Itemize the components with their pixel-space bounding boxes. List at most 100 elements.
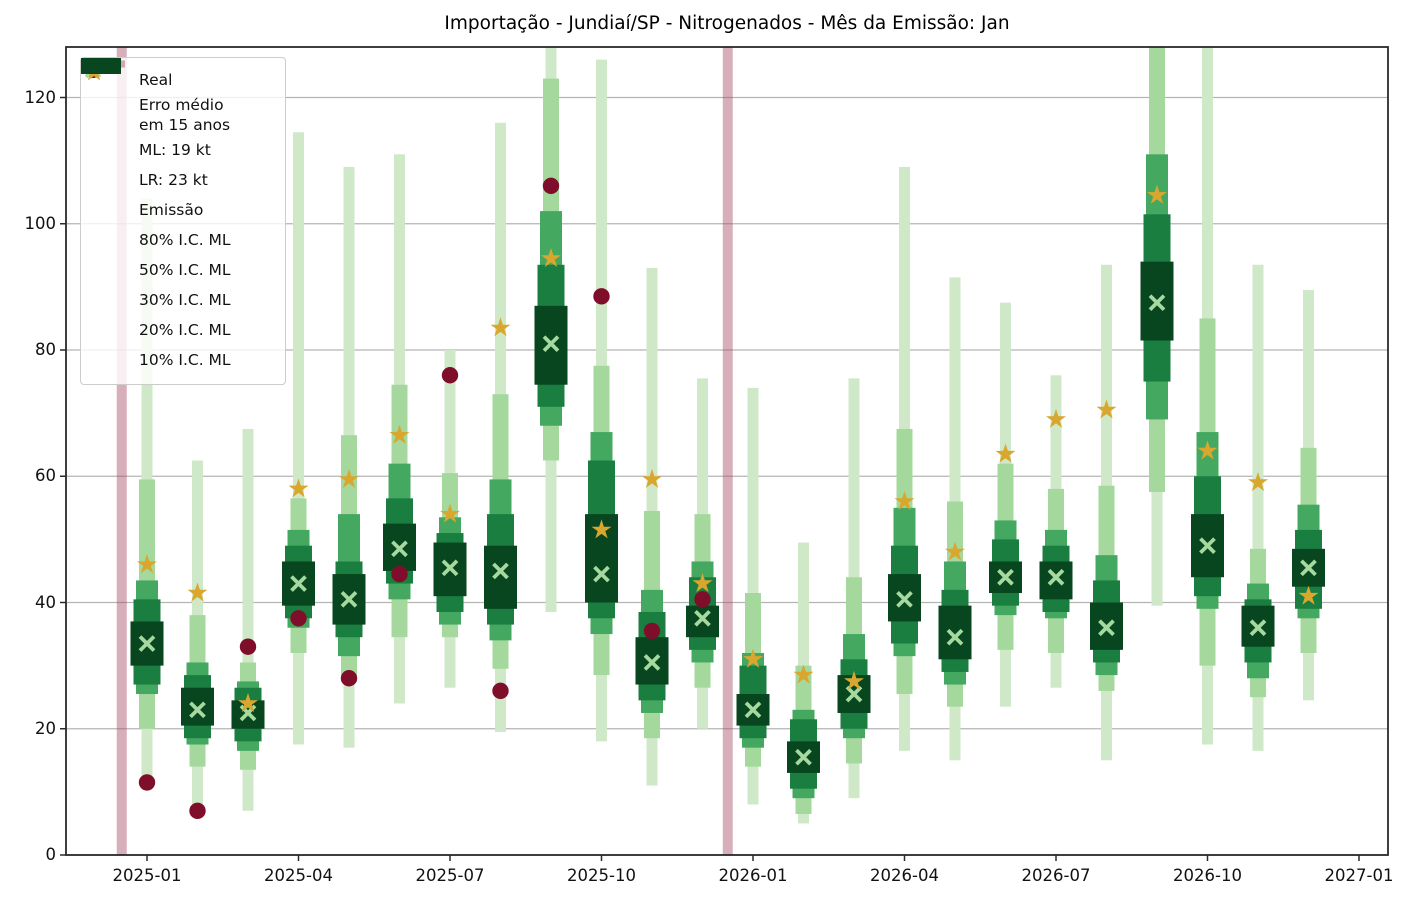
- candle-2026-02: [787, 542, 820, 824]
- candle-2025-10: [585, 59, 618, 742]
- lr-marker: [743, 648, 763, 668]
- legend-item-label: 80% I.C. ML: [139, 231, 231, 250]
- candle-2026-11: [1241, 264, 1275, 751]
- x-axis-tick-label: 2026-01: [718, 866, 788, 885]
- x-axis-tick-label: 2025-01: [112, 866, 182, 885]
- ml-marker: [391, 540, 408, 558]
- ml-marker: [138, 635, 156, 652]
- lr-marker: [238, 693, 258, 712]
- lr-marker: [591, 519, 612, 539]
- band-ci80: [242, 428, 254, 811]
- real-marker: [593, 288, 610, 305]
- real-marker: [239, 638, 257, 655]
- lr-marker: [1248, 472, 1268, 492]
- ml-marker: [694, 609, 711, 627]
- candle-2026-01: [736, 387, 770, 805]
- x-axis-tick-label: 2025-07: [415, 866, 485, 885]
- ml-marker: [744, 701, 762, 719]
- lr-marker: [1197, 440, 1218, 460]
- lr-marker: [339, 468, 359, 488]
- candle-2025-09: [534, 47, 568, 612]
- candle-2025-02: [181, 460, 214, 805]
- ml-marker: [795, 748, 812, 766]
- lr-marker: [945, 541, 965, 561]
- ml-marker: [542, 335, 560, 353]
- x-axis-tick-label: 2027-01: [1324, 866, 1394, 885]
- real-marker: [340, 670, 358, 687]
- legend-item: Emissão: [81, 60, 285, 225]
- ml-marker: [441, 559, 459, 577]
- legend-item: 10% I.C. ML: [81, 58, 285, 375]
- ml-marker: [643, 654, 661, 671]
- lr-marker: [1096, 399, 1117, 419]
- ml-marker: [1300, 559, 1317, 577]
- ml-marker: [189, 701, 206, 719]
- ml-marker: [896, 591, 913, 608]
- plot-border: [65, 46, 1389, 856]
- legend-item-label: Emissão: [139, 201, 204, 220]
- candle-2026-03: [837, 378, 871, 799]
- band-ci10: [181, 687, 214, 726]
- candle-2025-11: [635, 267, 669, 786]
- lr-marker: [288, 478, 309, 498]
- real-marker: [694, 591, 711, 608]
- candle-2026-10: [1191, 47, 1224, 745]
- legend-item-label: Real: [139, 70, 173, 89]
- y-axis-tick-label: 120: [24, 87, 57, 107]
- legend-item-label: 20% I.C. ML: [139, 321, 231, 340]
- y-axis-tick-label: 20: [35, 718, 56, 738]
- ml-marker: [290, 575, 307, 592]
- legend-item-label: ML: 19 kt: [139, 141, 211, 160]
- candle-2026-08: [1090, 264, 1123, 761]
- legend-item-label: Erro médio em 15 anos: [139, 96, 231, 135]
- lr-marker: [995, 443, 1016, 463]
- plot-content: [116, 47, 1325, 855]
- ml-marker: [946, 628, 964, 646]
- legend-item: 30% I.C. ML: [81, 58, 285, 315]
- ml-marker: [1249, 619, 1267, 637]
- band-ci80: [1252, 264, 1264, 751]
- candle-2026-04: [888, 166, 921, 751]
- lr-marker: [389, 424, 410, 444]
- candle-2026-09: [1140, 47, 1174, 606]
- lr-marker: [1298, 585, 1319, 605]
- lr-marker: [1046, 408, 1066, 428]
- ml-marker: [1199, 537, 1216, 555]
- real-marker: [189, 802, 206, 820]
- lr-marker: [490, 317, 511, 337]
- band-ci10: [938, 605, 972, 660]
- legend-item: Erro médio em 15 anos: [81, 95, 285, 135]
- x-axis-tick-label: 2025-04: [264, 866, 333, 885]
- real-marker: [643, 622, 661, 640]
- emission-line: [116, 47, 127, 855]
- real-marker: [290, 610, 307, 627]
- ml-marker: [997, 568, 1014, 586]
- legend-item: 50% I.C. ML: [81, 58, 285, 285]
- y-axis-tick-label: 80: [35, 340, 56, 359]
- band-ci10: [484, 545, 517, 609]
- ml-marker: [593, 565, 610, 583]
- candle-2026-06: [989, 302, 1022, 707]
- band-ci10: [686, 605, 719, 638]
- y-axis-tick-label: 40: [35, 592, 56, 612]
- ml-marker: [340, 591, 358, 608]
- x-axis-tick-label: 2025-10: [567, 866, 636, 885]
- legend-item-label: LR: 23 kt: [139, 171, 208, 190]
- real-marker: [441, 367, 459, 384]
- band-ci10: [1039, 561, 1073, 600]
- y-axis-tick-label: 100: [24, 213, 57, 233]
- candle-2025-12: [686, 378, 719, 729]
- legend: Real Erro médio em 15 anos ML: 19 kt LR: 23 …: [80, 57, 286, 386]
- ml-marker: [1098, 619, 1115, 637]
- legend-item: 20% I.C. ML: [81, 58, 285, 345]
- legend-item-label: 50% I.C. ML: [139, 261, 231, 280]
- lr-marker: [894, 491, 915, 510]
- legend-item: ML: 19 kt: [81, 61, 285, 165]
- chart-title: Importação - Jundiaí/SP - Nitrogenados -…: [444, 13, 1010, 34]
- legend-item: LR: 23 kt: [81, 61, 285, 195]
- real-marker: [542, 177, 560, 195]
- candle-2025-07: [433, 350, 467, 688]
- real-marker: [391, 565, 408, 583]
